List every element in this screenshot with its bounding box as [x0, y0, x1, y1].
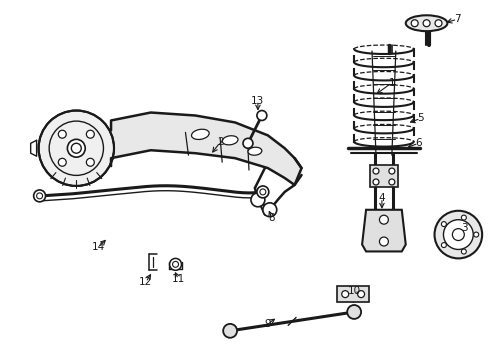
Ellipse shape: [222, 136, 238, 145]
Text: 3: 3: [461, 222, 467, 233]
Circle shape: [58, 130, 66, 138]
Polygon shape: [111, 113, 301, 185]
Circle shape: [170, 258, 181, 270]
Circle shape: [243, 138, 253, 148]
Circle shape: [39, 111, 114, 186]
Circle shape: [347, 305, 361, 319]
Text: 6: 6: [416, 138, 422, 148]
Ellipse shape: [248, 147, 262, 155]
Circle shape: [462, 215, 466, 220]
Circle shape: [251, 193, 265, 207]
Circle shape: [443, 220, 473, 249]
Circle shape: [257, 186, 269, 198]
Text: 8: 8: [269, 213, 275, 223]
Text: 11: 11: [172, 274, 185, 284]
Text: 9: 9: [265, 319, 271, 329]
Circle shape: [389, 179, 395, 185]
Text: 4: 4: [379, 193, 385, 203]
Text: 12: 12: [139, 277, 152, 287]
Circle shape: [435, 211, 482, 258]
Bar: [370, 165, 398, 187]
Circle shape: [474, 232, 479, 237]
Circle shape: [58, 158, 66, 166]
Polygon shape: [362, 210, 406, 251]
Circle shape: [423, 20, 430, 27]
Circle shape: [342, 291, 349, 298]
Circle shape: [379, 237, 389, 246]
Circle shape: [223, 324, 237, 338]
Text: 10: 10: [347, 286, 361, 296]
Ellipse shape: [192, 129, 209, 139]
Bar: [337, 286, 369, 302]
Circle shape: [435, 20, 442, 27]
Circle shape: [68, 139, 85, 157]
Circle shape: [373, 179, 379, 185]
Text: 2: 2: [217, 137, 223, 147]
Text: 7: 7: [454, 14, 461, 24]
Circle shape: [389, 168, 395, 174]
Circle shape: [34, 190, 46, 202]
Circle shape: [257, 111, 267, 121]
Circle shape: [86, 158, 94, 166]
Circle shape: [441, 243, 446, 248]
Circle shape: [411, 20, 418, 27]
Circle shape: [379, 215, 389, 224]
Ellipse shape: [406, 15, 447, 31]
Text: 14: 14: [92, 243, 105, 252]
Circle shape: [373, 168, 379, 174]
Text: 1: 1: [389, 78, 395, 88]
Circle shape: [358, 291, 365, 298]
Circle shape: [263, 203, 277, 217]
Text: 13: 13: [251, 96, 265, 105]
Text: 5: 5: [417, 113, 424, 123]
Circle shape: [441, 222, 446, 226]
Circle shape: [462, 249, 466, 254]
Circle shape: [86, 130, 94, 138]
